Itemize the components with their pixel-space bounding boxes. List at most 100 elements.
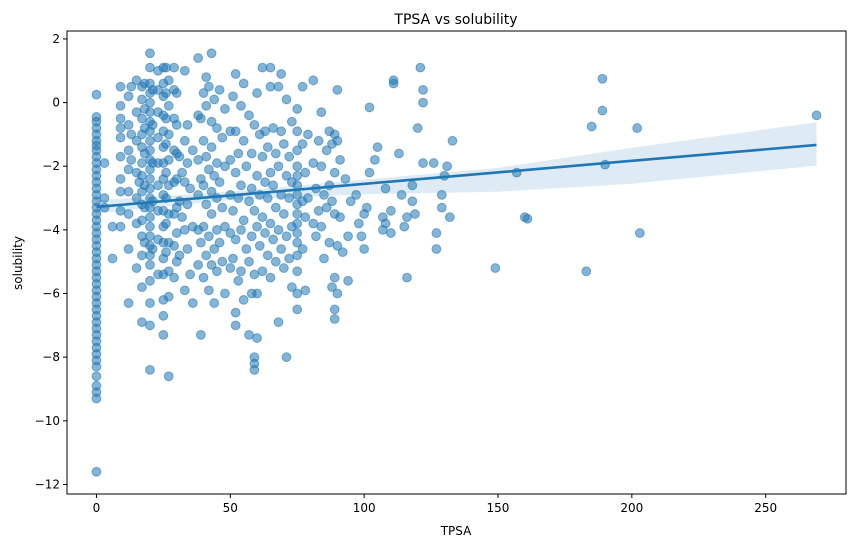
data-point bbox=[201, 250, 212, 261]
data-point bbox=[214, 84, 225, 95]
data-point bbox=[431, 228, 442, 238]
data-point bbox=[179, 135, 190, 146]
data-point bbox=[316, 107, 327, 118]
data-point bbox=[284, 151, 295, 162]
data-point bbox=[126, 81, 137, 92]
data-point bbox=[212, 158, 222, 168]
data-point bbox=[345, 196, 356, 207]
data-point bbox=[286, 116, 297, 127]
data-point bbox=[273, 81, 284, 92]
data-point bbox=[145, 320, 155, 331]
data-point bbox=[230, 234, 241, 245]
data-point bbox=[292, 250, 303, 261]
data-point bbox=[276, 126, 287, 137]
data-point bbox=[260, 228, 270, 238]
data-point bbox=[262, 250, 273, 261]
data-point bbox=[281, 170, 292, 181]
data-point bbox=[265, 167, 276, 178]
data-point bbox=[225, 228, 236, 238]
data-point bbox=[230, 320, 241, 331]
data-point bbox=[410, 209, 420, 219]
data-point bbox=[447, 135, 458, 146]
data-point bbox=[179, 65, 190, 76]
data-point bbox=[206, 116, 217, 127]
data-point bbox=[340, 174, 351, 184]
data-point bbox=[123, 186, 134, 197]
data-point bbox=[292, 237, 303, 248]
data-point bbox=[163, 266, 174, 277]
data-point bbox=[369, 154, 380, 165]
data-point bbox=[353, 218, 364, 229]
data-point bbox=[225, 154, 236, 165]
data-point bbox=[300, 212, 311, 223]
data-point bbox=[193, 154, 204, 165]
data-point bbox=[300, 167, 311, 178]
x-tick-label: 150 bbox=[487, 501, 510, 515]
data-point bbox=[115, 123, 126, 133]
data-point bbox=[115, 221, 126, 232]
data-point bbox=[137, 250, 147, 261]
data-point bbox=[249, 269, 260, 280]
data-point bbox=[206, 48, 217, 59]
data-point bbox=[145, 174, 155, 184]
data-point bbox=[99, 193, 110, 203]
data-point bbox=[586, 121, 597, 132]
data-point bbox=[244, 196, 254, 207]
data-point bbox=[319, 253, 329, 264]
data-point bbox=[201, 72, 212, 83]
data-point bbox=[238, 215, 249, 226]
data-point bbox=[137, 170, 147, 181]
data-point bbox=[115, 81, 126, 92]
data-point bbox=[262, 193, 273, 203]
data-point bbox=[179, 285, 190, 296]
x-tick-label: 100 bbox=[353, 501, 376, 515]
data-point bbox=[311, 231, 321, 242]
data-point bbox=[145, 275, 155, 286]
data-point bbox=[436, 202, 447, 213]
data-point bbox=[145, 298, 155, 308]
data-point bbox=[230, 167, 241, 178]
data-point bbox=[217, 202, 228, 213]
data-point bbox=[179, 177, 190, 188]
data-point bbox=[442, 161, 453, 172]
data-point bbox=[91, 393, 102, 404]
data-point bbox=[228, 91, 238, 102]
x-axis: 0 50 100 150 200 250 bbox=[93, 494, 777, 515]
data-point bbox=[273, 161, 284, 172]
data-point bbox=[252, 288, 262, 299]
data-point bbox=[161, 62, 171, 73]
data-point bbox=[332, 84, 343, 95]
data-point bbox=[522, 213, 533, 224]
data-point bbox=[145, 107, 155, 118]
data-point bbox=[203, 164, 214, 175]
data-point bbox=[399, 221, 410, 232]
data-point bbox=[195, 329, 206, 340]
data-point bbox=[123, 244, 134, 254]
data-point bbox=[244, 329, 254, 340]
data-point bbox=[335, 154, 345, 165]
data-point bbox=[163, 154, 174, 165]
data-point bbox=[372, 142, 383, 153]
data-point bbox=[158, 310, 169, 321]
data-point bbox=[174, 151, 185, 162]
data-point bbox=[246, 183, 257, 194]
data-point bbox=[123, 119, 134, 130]
data-point bbox=[407, 180, 418, 191]
data-point bbox=[161, 218, 171, 229]
data-point bbox=[364, 102, 375, 113]
data-point bbox=[265, 62, 276, 73]
y-tick-label: −12 bbox=[35, 477, 60, 491]
data-point bbox=[220, 104, 230, 114]
data-point bbox=[195, 237, 206, 248]
data-point bbox=[634, 228, 645, 238]
data-point bbox=[123, 91, 134, 102]
data-point bbox=[161, 113, 171, 124]
data-point bbox=[107, 221, 118, 232]
data-point bbox=[99, 158, 110, 168]
data-point bbox=[246, 148, 257, 159]
data-point bbox=[163, 291, 174, 302]
y-axis-label: solubility bbox=[11, 236, 25, 290]
data-point bbox=[324, 237, 335, 248]
data-point bbox=[137, 113, 147, 124]
